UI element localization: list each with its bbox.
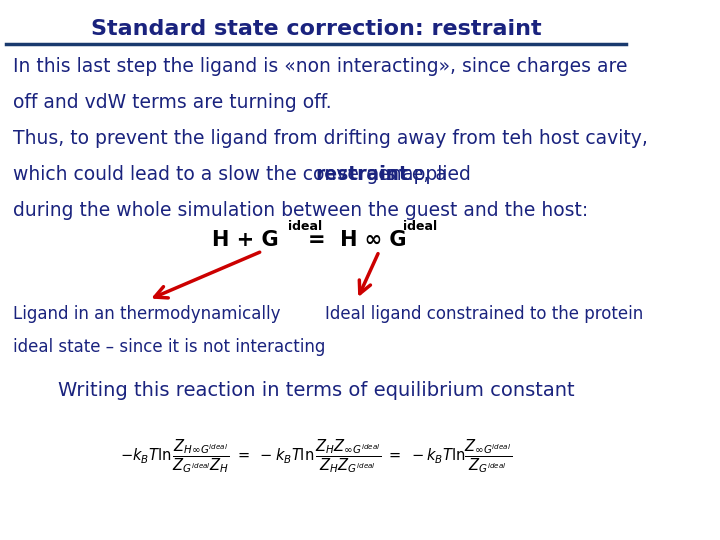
Text: Thus, to prevent the ligand from drifting away from teh host cavity,: Thus, to prevent the ligand from driftin…: [13, 129, 647, 148]
Text: $-k_B T\ln\dfrac{Z_{H\infty G^{ideal}}}{Z_{G^{ideal}}Z_H}\ =\ -k_B T\ln\dfrac{Z_: $-k_B T\ln\dfrac{Z_{H\infty G^{ideal}}}{…: [120, 437, 512, 475]
Text: Writing this reaction in terms of equilibrium constant: Writing this reaction in terms of equili…: [58, 381, 575, 400]
Text: Ligand in an thermodynamically: Ligand in an thermodynamically: [13, 305, 280, 323]
Text: Ideal ligand constrained to the protein: Ideal ligand constrained to the protein: [325, 305, 644, 323]
Text: Standard state correction: restraint: Standard state correction: restraint: [91, 19, 541, 39]
Text: off and vdW terms are turning off.: off and vdW terms are turning off.: [13, 93, 331, 112]
Text: during the whole simulation between the guest and the host:: during the whole simulation between the …: [13, 201, 588, 220]
Text: which could lead to a slow the convergence, a: which could lead to a slow the convergen…: [13, 165, 452, 184]
Text: restraint: restraint: [315, 165, 408, 184]
Text: ideal: ideal: [402, 220, 437, 233]
Text: =  H ∞ G: = H ∞ G: [308, 230, 407, 251]
Text: ideal: ideal: [287, 220, 322, 233]
Text: In this last step the ligand is «non interacting», since charges are: In this last step the ligand is «non int…: [13, 57, 627, 76]
Text: H + G: H + G: [212, 230, 279, 251]
Text: is applied: is applied: [374, 165, 471, 184]
Text: ideal state – since it is not interacting: ideal state – since it is not interactin…: [13, 338, 325, 355]
